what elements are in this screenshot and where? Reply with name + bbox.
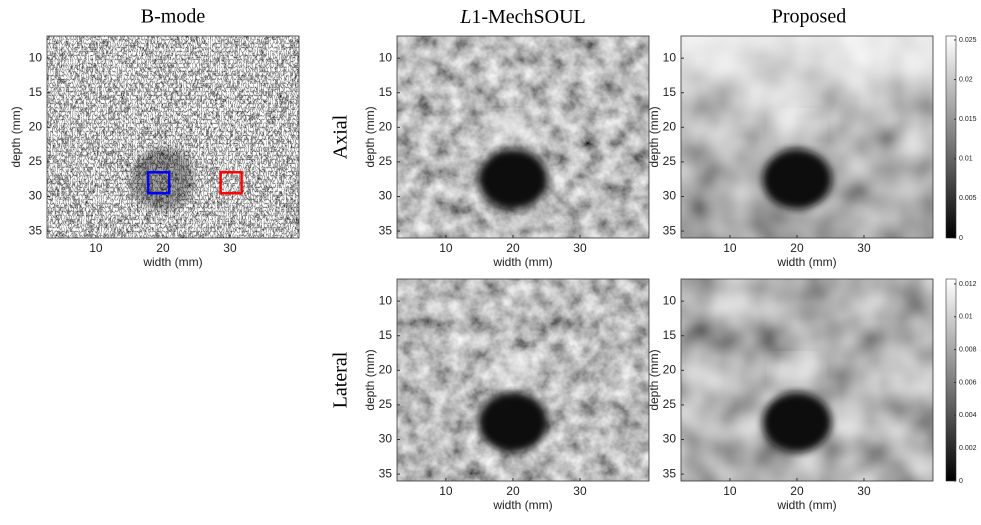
y-tick-label: 15 xyxy=(379,328,393,342)
column-title: B-mode xyxy=(141,6,206,28)
colorbar xyxy=(946,279,956,481)
bright-spot xyxy=(488,112,538,143)
column-title-italic: L xyxy=(459,6,471,28)
figure: B-mode L1-MechSOUL Proposed Axial Latera… xyxy=(0,0,981,525)
colorbar-tick-label: 0.02 xyxy=(959,76,973,83)
x-tick-label: 30 xyxy=(857,484,871,498)
y-axis-label: depth (mm) xyxy=(363,106,377,167)
y-tick-label: 35 xyxy=(379,223,393,237)
x-tick-label: 30 xyxy=(223,241,237,255)
image xyxy=(397,279,649,481)
x-tick-label: 20 xyxy=(506,241,520,255)
colorbar-tick-label: 0.025 xyxy=(959,37,977,44)
x-tick-label: 10 xyxy=(439,484,453,498)
colorbar-tick-label: 0.012 xyxy=(959,281,977,288)
y-tick-label: 10 xyxy=(379,50,393,64)
x-axis-label: width (mm) xyxy=(776,498,836,512)
colorbar-tick-label: 0 xyxy=(959,478,963,485)
y-tick-label: 10 xyxy=(29,50,43,64)
y-tick-label: 10 xyxy=(663,50,677,64)
y-tick-label: 30 xyxy=(379,189,393,203)
lesion xyxy=(762,392,831,452)
y-tick-label: 15 xyxy=(663,328,677,342)
y-tick-label: 30 xyxy=(663,189,677,203)
bright-spot xyxy=(772,355,822,387)
colorbar-tick-label: 0.008 xyxy=(959,346,977,353)
x-axis-label: width (mm) xyxy=(142,255,202,269)
image xyxy=(681,279,933,481)
y-tick-label: 35 xyxy=(29,223,43,237)
y-tick-label: 35 xyxy=(663,223,677,237)
y-tick-label: 35 xyxy=(379,466,393,480)
colorbar-tick-label: 0.006 xyxy=(959,379,977,386)
column-title-rest: 1-MechSOUL xyxy=(471,6,585,28)
y-tick-label: 15 xyxy=(379,85,393,99)
y-tick-label: 20 xyxy=(379,362,393,376)
column-title: L1-MechSOUL xyxy=(459,6,586,28)
y-axis-label: depth (mm) xyxy=(9,106,23,167)
y-tick-label: 25 xyxy=(379,154,393,168)
y-tick-label: 15 xyxy=(29,85,43,99)
image xyxy=(397,36,649,238)
x-tick-label: 30 xyxy=(573,484,587,498)
x-tick-label: 20 xyxy=(156,241,170,255)
colorbar-tick-label: 0.01 xyxy=(959,156,973,163)
y-tick-label: 25 xyxy=(379,397,393,411)
y-axis-label: depth (mm) xyxy=(647,106,661,167)
x-tick-label: 10 xyxy=(89,241,103,255)
colorbar xyxy=(946,36,956,238)
image xyxy=(681,36,933,238)
colorbar-tick-label: 0 xyxy=(959,235,963,242)
y-axis-label: depth (mm) xyxy=(647,349,661,410)
y-tick-label: 25 xyxy=(663,397,677,411)
image xyxy=(47,36,299,238)
y-tick-label: 30 xyxy=(29,189,43,203)
bright-spot xyxy=(772,112,822,143)
colorbar-tick-label: 0.015 xyxy=(959,116,977,123)
x-tick-label: 20 xyxy=(506,484,520,498)
y-tick-label: 35 xyxy=(663,466,677,480)
lesion xyxy=(478,392,547,452)
y-tick-label: 20 xyxy=(379,119,393,133)
x-tick-label: 10 xyxy=(723,484,737,498)
x-tick-label: 30 xyxy=(573,241,587,255)
colorbar-tick-label: 0.002 xyxy=(959,445,977,452)
lesion xyxy=(478,149,547,209)
y-tick-label: 30 xyxy=(663,432,677,446)
y-tick-label: 20 xyxy=(29,119,43,133)
bright-spot xyxy=(488,355,538,387)
x-tick-label: 20 xyxy=(790,241,804,255)
y-tick-label: 10 xyxy=(379,293,393,307)
colorbar-tick-label: 0.004 xyxy=(959,412,977,419)
x-axis-label: width (mm) xyxy=(492,255,552,269)
lesion xyxy=(762,149,831,209)
x-tick-label: 10 xyxy=(439,241,453,255)
y-tick-label: 10 xyxy=(663,293,677,307)
y-tick-label: 15 xyxy=(663,85,677,99)
row-label: Lateral xyxy=(330,351,352,408)
colorbar-tick-label: 0.005 xyxy=(959,195,977,202)
x-axis-label: width (mm) xyxy=(492,498,552,512)
row-label: Axial xyxy=(330,114,352,159)
y-tick-label: 20 xyxy=(663,362,677,376)
x-tick-label: 20 xyxy=(790,484,804,498)
page: B-mode L1-MechSOUL Proposed Axial Latera… xyxy=(0,0,981,525)
lesion xyxy=(131,148,194,211)
x-tick-label: 30 xyxy=(857,241,871,255)
x-tick-label: 10 xyxy=(723,241,737,255)
x-axis-label: width (mm) xyxy=(776,255,836,269)
y-tick-label: 20 xyxy=(663,119,677,133)
y-tick-label: 30 xyxy=(379,432,393,446)
y-axis-label: depth (mm) xyxy=(363,349,377,410)
y-tick-label: 25 xyxy=(29,154,43,168)
colorbar-tick-label: 0.01 xyxy=(959,314,973,321)
y-tick-label: 25 xyxy=(663,154,677,168)
column-title: Proposed xyxy=(772,6,846,28)
